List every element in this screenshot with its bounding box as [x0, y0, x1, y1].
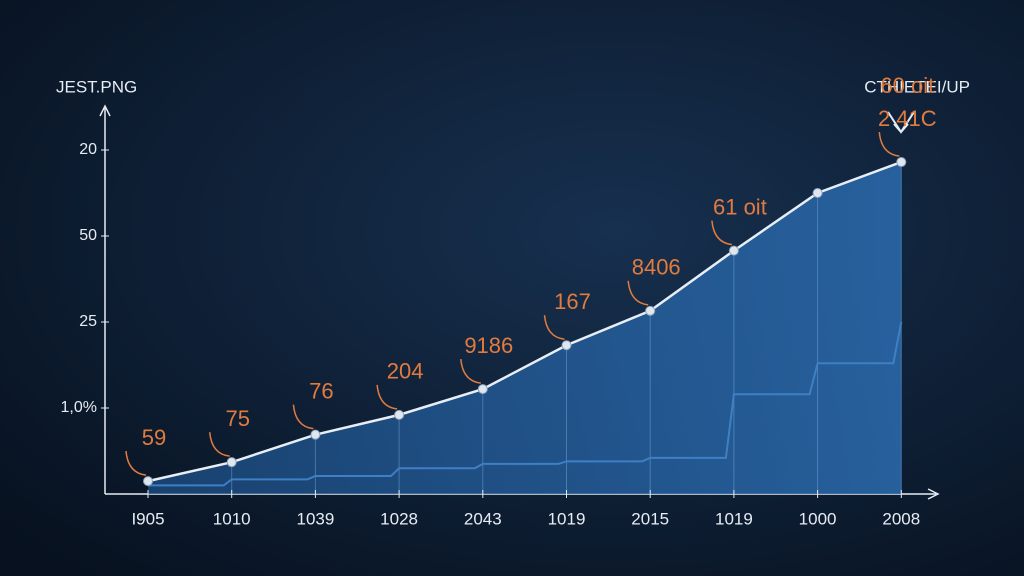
point: [310, 429, 321, 440]
x-tick-label: 1010: [213, 509, 251, 528]
point: [728, 245, 739, 256]
lower-line: [148, 321, 903, 487]
x-tick-label: 1000: [799, 509, 837, 528]
y-tick-label: 25: [79, 313, 97, 330]
annotation: 76: [309, 378, 333, 403]
y-tick-label: 20: [79, 141, 97, 158]
annotation-arc: [878, 131, 900, 157]
annotation-arc: [125, 451, 147, 476]
point: [226, 457, 237, 468]
point: [645, 305, 656, 316]
x-tick-label: 1039: [296, 509, 334, 528]
point: [561, 340, 572, 351]
annotation-arc: [208, 432, 230, 457]
chart-subtitle: CTHIETEI/UP: [864, 77, 970, 96]
annotation: 75: [225, 406, 249, 431]
area: [148, 162, 902, 495]
x-axis-arrow: [927, 488, 940, 500]
annotation: 8406: [632, 255, 681, 280]
y-tick-label: 1,0%: [61, 399, 97, 416]
y-tick-label: 50: [79, 227, 97, 244]
annotation: 59: [142, 425, 166, 450]
x-tick-label: 2043: [464, 509, 502, 528]
annotation: 2 41C: [878, 106, 937, 131]
annotation-arc: [460, 359, 481, 384]
x-tick-label: I905: [131, 509, 164, 528]
chart-title: JEST.PNG: [56, 77, 137, 96]
point: [394, 409, 405, 420]
annotation: 61 oit: [713, 194, 767, 219]
x-tick-label: 1028: [380, 509, 418, 528]
annotation-arc: [711, 220, 733, 246]
annotation: 167: [554, 289, 591, 314]
annotation: 9186: [464, 333, 513, 358]
y-axis-arrow: [99, 104, 111, 117]
x-tick-label: 2008: [882, 509, 920, 528]
x-tick-label: 1019: [548, 509, 586, 528]
annotation-arc: [292, 404, 314, 430]
annotation-arc: [627, 280, 649, 306]
annotation: 204: [387, 359, 424, 384]
point: [143, 476, 153, 487]
point: [812, 188, 823, 198]
x-tick-label: 1019: [715, 509, 753, 528]
annotation-arc: [543, 315, 565, 340]
x-tick-label: 2015: [631, 509, 669, 528]
line: [147, 160, 902, 483]
point: [477, 384, 488, 395]
point: [896, 157, 907, 168]
annotation-arc: [376, 384, 398, 410]
annotation: 60 oit: [880, 73, 934, 98]
logo-icon: [887, 111, 915, 134]
